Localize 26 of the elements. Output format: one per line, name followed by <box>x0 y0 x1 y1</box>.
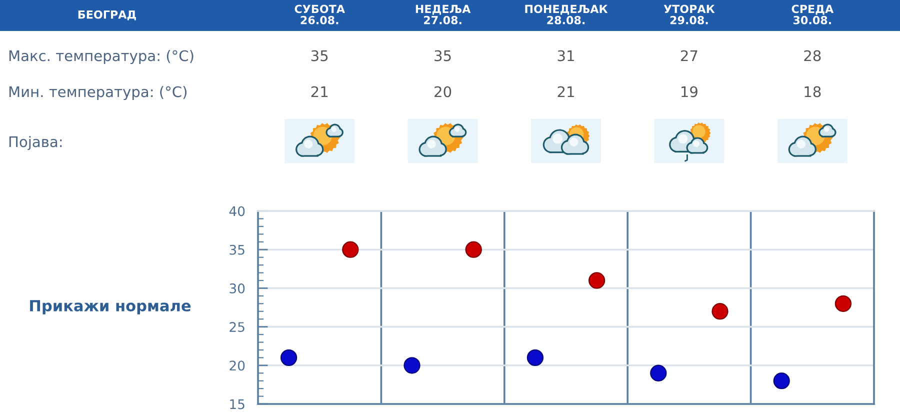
y-tick-label: 35 <box>230 244 244 255</box>
y-tick-label: 40 <box>229 206 245 216</box>
text: ПОНЕДЕЉАК 28.08. <box>525 4 608 24</box>
text: БЕОГРАД <box>78 10 136 20</box>
data-label: 31 <box>558 50 574 62</box>
data-label: 18 <box>804 86 821 98</box>
y-tick-label: 15 <box>230 399 244 410</box>
y-tick-label: 30 <box>230 283 245 294</box>
data-label: 35 <box>434 50 451 62</box>
text: УТОРАК 29.08. <box>664 4 715 24</box>
text: НЕДЕЉА 27.08. <box>416 4 471 24</box>
data-label: 21 <box>311 86 328 98</box>
text: Прикажи нормале <box>30 300 191 314</box>
data-label: 28 <box>804 50 821 62</box>
text: Макс. температура: (°C) <box>9 50 194 64</box>
data-label: 35 <box>311 50 328 62</box>
data-label: 19 <box>682 86 698 98</box>
data-label: 20 <box>434 86 452 98</box>
text: Мин. температура: (°C) <box>9 86 187 100</box>
text: Појава: <box>9 136 62 150</box>
y-tick-label: 20 <box>230 360 245 371</box>
data-label: 27 <box>680 50 698 62</box>
y-tick-label: 25 <box>230 322 244 332</box>
text: СУБОТА 26.08. <box>294 4 345 24</box>
data-label: 21 <box>558 86 574 98</box>
text: СРЕДА 30.08. <box>792 4 834 24</box>
